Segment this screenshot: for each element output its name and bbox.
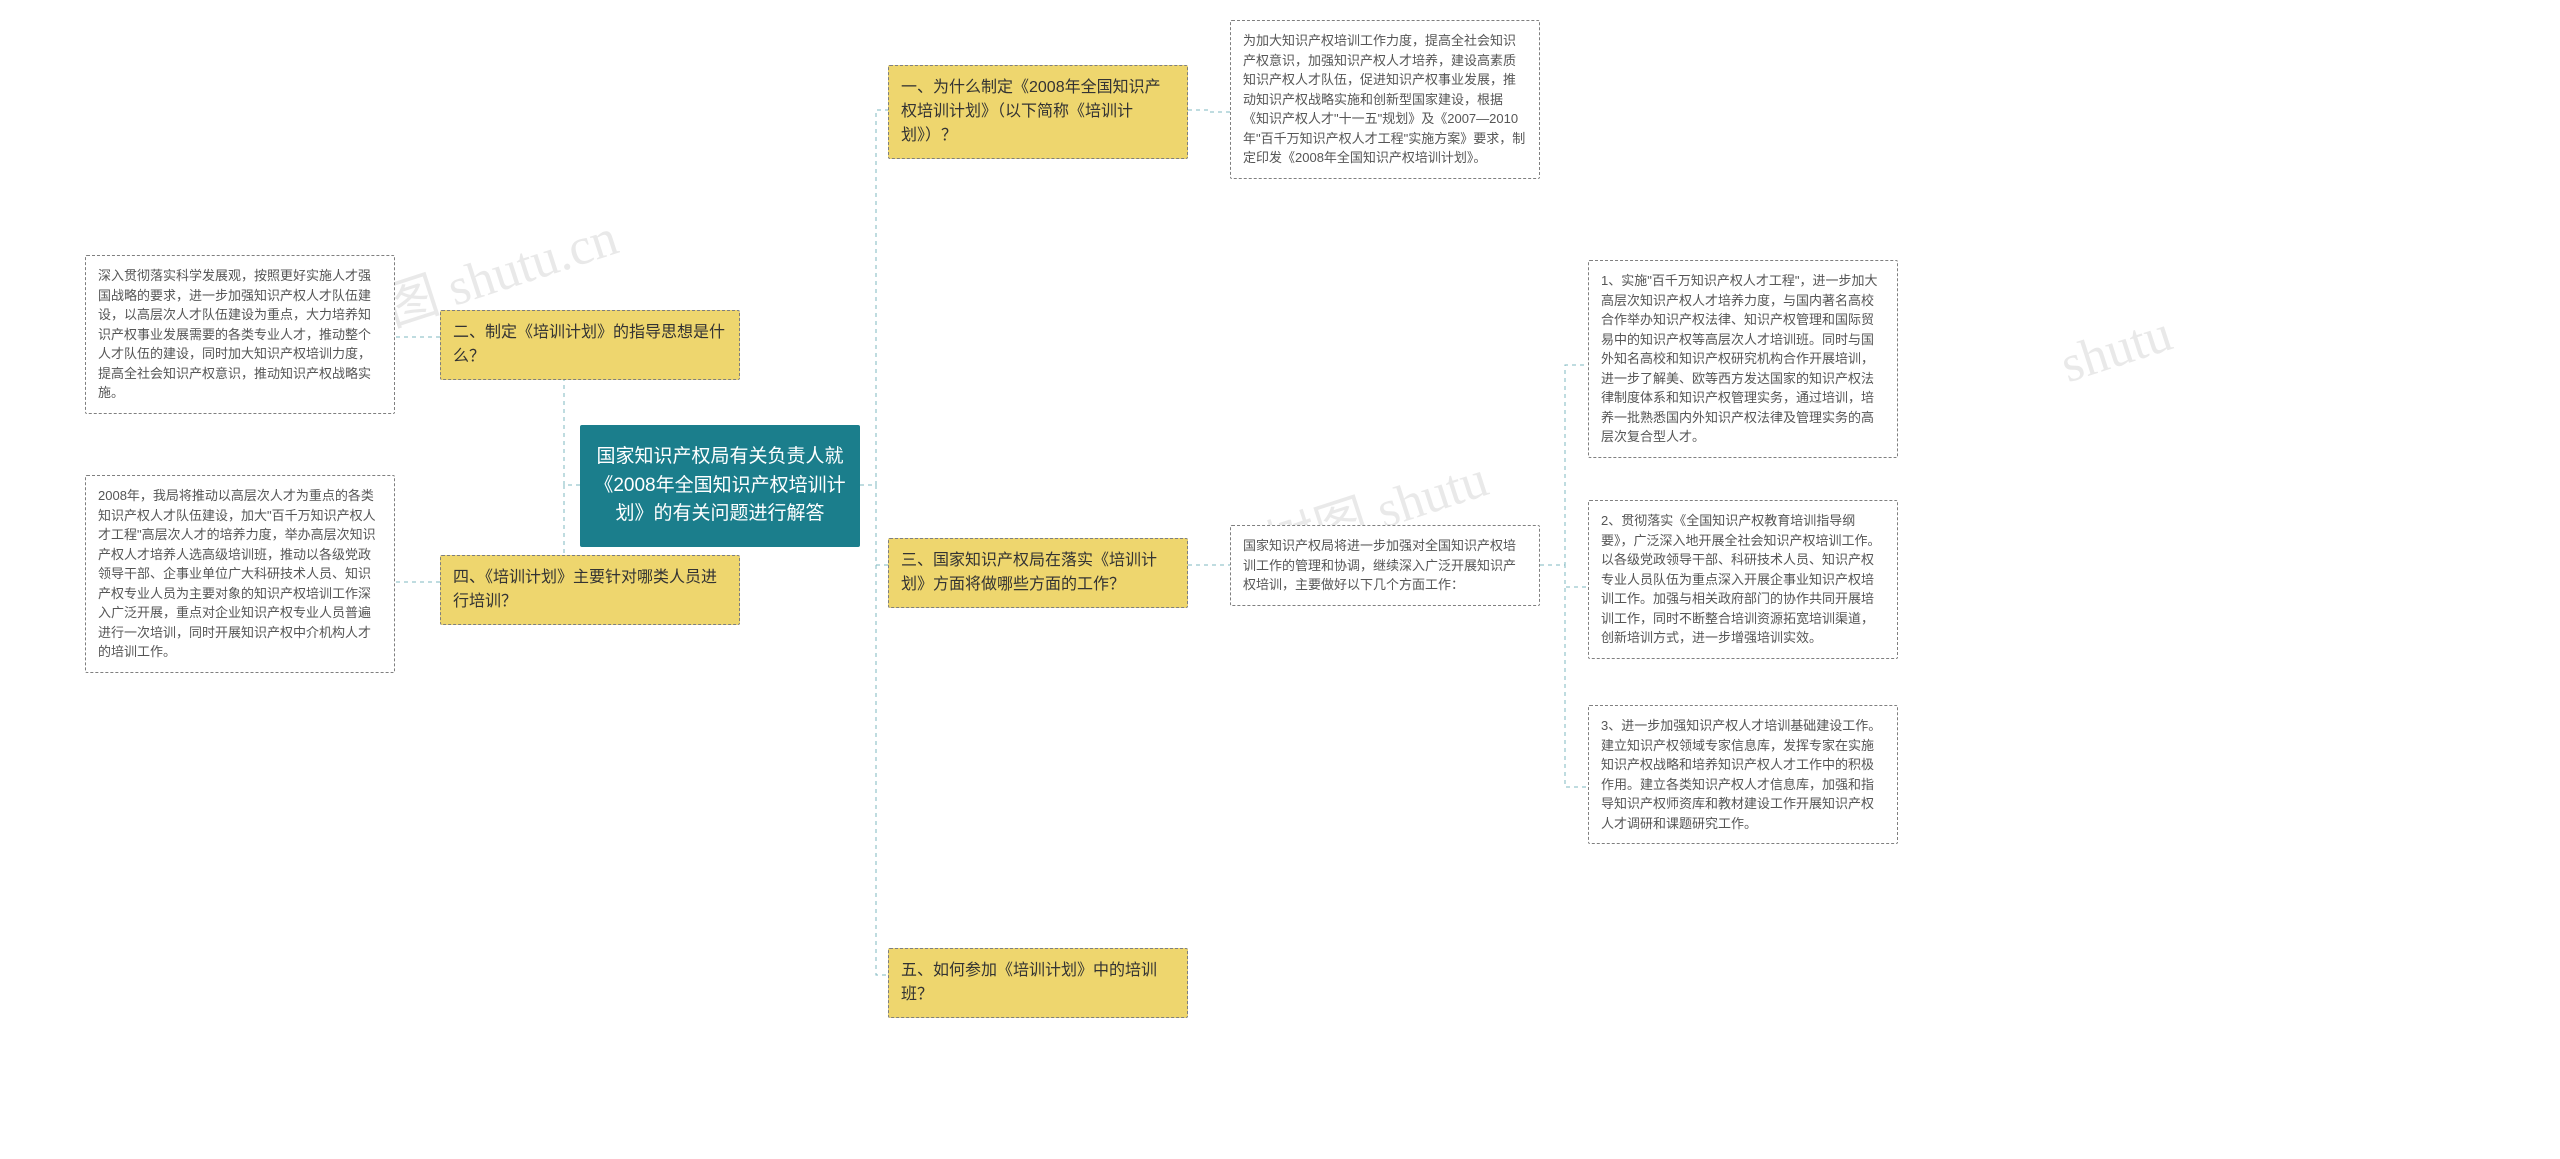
root-node[interactable]: 国家知识产权局有关负责人就《2008年全国知识产权培训计划》的有关问题进行解答 [580, 425, 860, 547]
branch-left-4[interactable]: 四、《培训计划》主要针对哪类人员进行培训？ [440, 555, 740, 625]
leaf-l2-1[interactable]: 深入贯彻落实科学发展观，按照更好实施人才强国战略的要求，进一步加强知识产权人才队… [85, 255, 395, 414]
leaf-text: 2、贯彻落实《全国知识产权教育培训指导纲要》，广泛深入地开展全社会知识产权培训工… [1601, 513, 1881, 645]
branch-right-3[interactable]: 三、国家知识产权局在落实《培训计划》方面将做哪些方面的工作？ [888, 538, 1188, 608]
leaf-text: 为加大知识产权培训工作力度，提高全社会知识产权意识，加强知识产权人才培养，建设高… [1243, 33, 1525, 165]
leaf-r3-intro[interactable]: 国家知识产权局将进一步加强对全国知识产权培训工作的管理和协调，继续深入广泛开展知… [1230, 525, 1540, 606]
leaf-r3-1[interactable]: 1、实施"百千万知识产权人才工程"，进一步加大高层次知识产权人才培养力度，与国内… [1588, 260, 1898, 458]
root-text: 国家知识产权局有关负责人就《2008年全国知识产权培训计划》的有关问题进行解答 [594, 446, 845, 524]
watermark: shutu [2054, 304, 2179, 395]
leaf-text: 国家知识产权局将进一步加强对全国知识产权培训工作的管理和协调，继续深入广泛开展知… [1243, 538, 1516, 592]
leaf-r3-3[interactable]: 3、进一步加强知识产权人才培训基础建设工作。建立知识产权领域专家信息库，发挥专家… [1588, 705, 1898, 844]
branch-label: 三、国家知识产权局在落实《培训计划》方面将做哪些方面的工作？ [901, 552, 1157, 593]
leaf-l4-1[interactable]: 2008年，我局将推动以高层次人才为重点的各类知识产权人才队伍建设，加大"百千万… [85, 475, 395, 673]
leaf-text: 1、实施"百千万知识产权人才工程"，进一步加大高层次知识产权人才培养力度，与国内… [1601, 273, 1877, 444]
branch-right-1[interactable]: 一、为什么制定《2008年全国知识产权培训计划》（以下简称《培训计划》）？ [888, 65, 1188, 159]
branch-label: 五、如何参加《培训计划》中的培训班？ [901, 962, 1157, 1003]
leaf-r3-2[interactable]: 2、贯彻落实《全国知识产权教育培训指导纲要》，广泛深入地开展全社会知识产权培训工… [1588, 500, 1898, 659]
leaf-text: 2008年，我局将推动以高层次人才为重点的各类知识产权人才队伍建设，加大"百千万… [98, 488, 376, 659]
leaf-text: 深入贯彻落实科学发展观，按照更好实施人才强国战略的要求，进一步加强知识产权人才队… [98, 268, 371, 400]
branch-label: 二、制定《培训计划》的指导思想是什么？ [453, 324, 725, 365]
leaf-r1-1[interactable]: 为加大知识产权培训工作力度，提高全社会知识产权意识，加强知识产权人才培养，建设高… [1230, 20, 1540, 179]
branch-left-2[interactable]: 二、制定《培训计划》的指导思想是什么？ [440, 310, 740, 380]
leaf-text: 3、进一步加强知识产权人才培训基础建设工作。建立知识产权领域专家信息库，发挥专家… [1601, 718, 1881, 831]
branch-label: 四、《培训计划》主要针对哪类人员进行培训？ [453, 569, 717, 610]
branch-right-5[interactable]: 五、如何参加《培训计划》中的培训班？ [888, 948, 1188, 1018]
branch-label: 一、为什么制定《2008年全国知识产权培训计划》（以下简称《培训计划》）？ [901, 79, 1161, 144]
